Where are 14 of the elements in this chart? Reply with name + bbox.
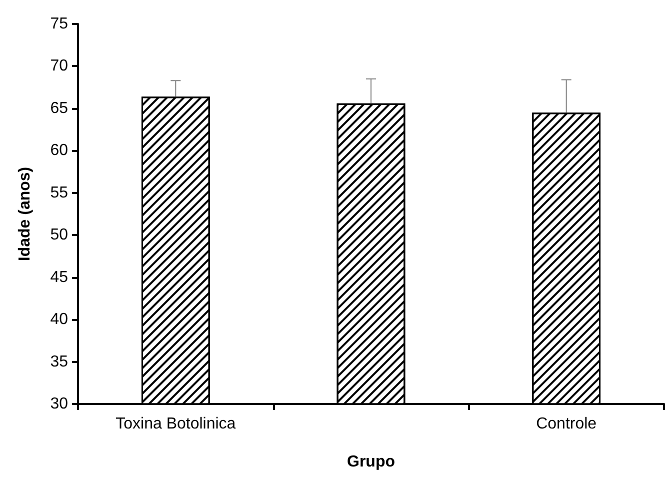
- y-tick-label: 50: [50, 226, 68, 244]
- y-tick-label: 35: [50, 353, 68, 370]
- y-tick-label: 45: [50, 268, 68, 286]
- y-tick-label: 40: [50, 311, 68, 328]
- y-tick-label: 55: [50, 184, 68, 202]
- x-tick-label: Toxina Botolinica: [116, 416, 236, 432]
- x-tick-label: Controle: [536, 416, 597, 432]
- y-tick-label: 70: [50, 58, 68, 75]
- y-tick-label: 30: [50, 396, 68, 412]
- y-tick-label: 60: [50, 142, 68, 160]
- x-axis-title: Grupo: [347, 454, 396, 470]
- y-tick-label: 65: [50, 100, 68, 117]
- y-tick-label: 75: [50, 16, 68, 32]
- y-axis-title: Idade (anos): [16, 166, 34, 262]
